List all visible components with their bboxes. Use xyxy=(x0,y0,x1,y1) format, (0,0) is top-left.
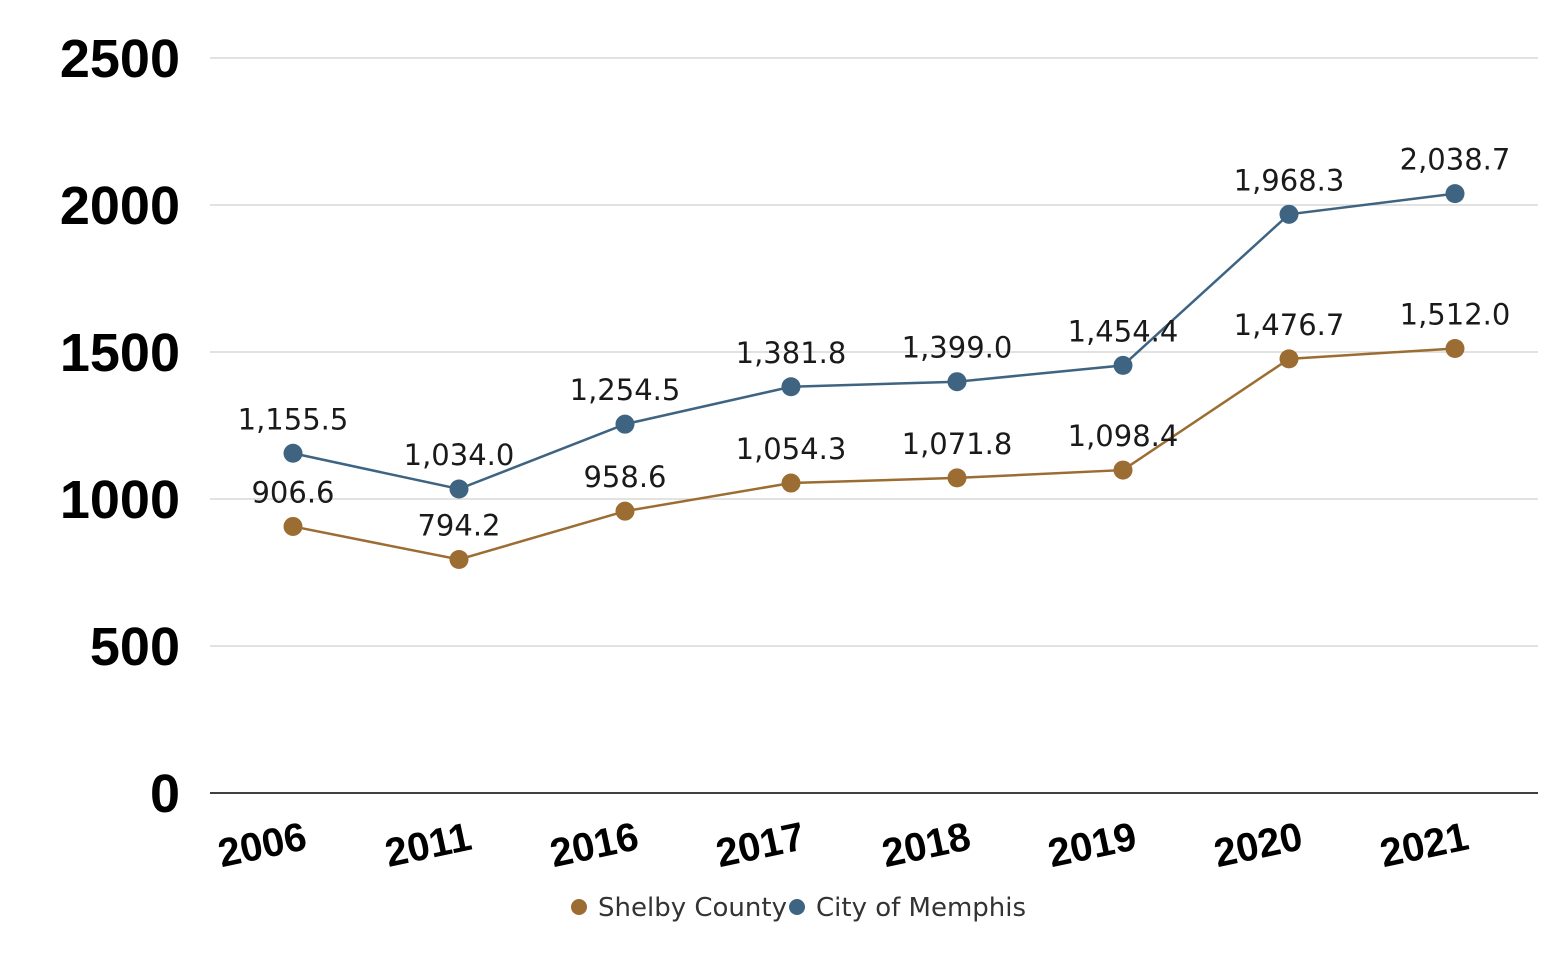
data-point xyxy=(781,377,801,397)
data-label: 1,512.0 xyxy=(1400,297,1511,331)
data-point xyxy=(615,414,635,434)
data-point xyxy=(449,479,469,499)
data-label: 906.6 xyxy=(251,475,334,509)
legend-marker xyxy=(571,899,587,915)
data-point xyxy=(947,468,967,488)
series-1: 1,155.5 1,034.0 1,254.5 1,381.8 1,399.0 1,454… xyxy=(238,143,1511,499)
series-line xyxy=(292,192,1456,491)
x-tick-label: 2020 xyxy=(1210,815,1306,877)
legend-label: Shelby County xyxy=(598,893,787,923)
data-label: 1,155.5 xyxy=(238,402,349,436)
x-tick-label: 2016 xyxy=(546,815,642,877)
data-point xyxy=(1279,204,1299,224)
legend: Shelby County City of Memphis xyxy=(571,893,1026,923)
data-label: 958.6 xyxy=(583,460,666,494)
data-label: 1,071.8 xyxy=(902,427,1013,461)
data-label: 1,098.4 xyxy=(1068,419,1179,453)
series-line xyxy=(292,347,1456,561)
data-label: 1,034.0 xyxy=(404,438,515,472)
data-point xyxy=(1445,338,1465,358)
legend-marker xyxy=(789,899,805,915)
data-point xyxy=(947,372,967,392)
y-tick-label: 1500 xyxy=(60,323,180,383)
data-label: 1,254.5 xyxy=(570,373,681,407)
data-point xyxy=(283,516,303,536)
legend-label: City of Memphis xyxy=(816,893,1026,923)
x-tick-label: 2011 xyxy=(381,815,475,876)
x-tick-label: 2019 xyxy=(1044,815,1140,877)
x-tick-label: 2018 xyxy=(878,815,974,877)
data-label: 1,454.4 xyxy=(1068,314,1179,348)
data-label: 2,038.7 xyxy=(1400,143,1511,177)
data-label: 1,381.8 xyxy=(736,336,847,370)
data-label: 1,399.0 xyxy=(902,331,1013,365)
data-point xyxy=(449,550,469,570)
series-group: 906.6 794.2 958.6 1,054.3 1,071.8 1,098.4 1,47… xyxy=(238,143,1511,570)
data-label: 1,968.3 xyxy=(1234,163,1345,197)
x-tick-label: 2021 xyxy=(1376,815,1472,877)
data-point xyxy=(1113,460,1133,480)
y-tick-label: 2500 xyxy=(60,29,180,89)
data-label: 1,476.7 xyxy=(1234,308,1345,342)
series-0: 906.6 794.2 958.6 1,054.3 1,071.8 1,098.4 1,47… xyxy=(251,297,1511,570)
data-point xyxy=(1113,355,1133,375)
y-tick-label: 1000 xyxy=(60,470,180,530)
gridlines xyxy=(210,57,1538,794)
data-point xyxy=(1445,184,1465,204)
data-point xyxy=(1279,349,1299,369)
x-axis: 2006 2011 2016 2017 2018 2019 2020 2021 xyxy=(214,815,1472,877)
data-point xyxy=(283,443,303,463)
y-axis: 0 500 1000 1500 2000 2500 xyxy=(60,29,180,824)
data-point xyxy=(615,501,635,521)
x-tick-label: 2006 xyxy=(214,815,310,877)
x-tick-label: 2017 xyxy=(712,815,808,877)
data-point xyxy=(781,473,801,493)
data-label: 794.2 xyxy=(417,509,500,543)
y-tick-label: 500 xyxy=(90,617,180,677)
data-label: 1,054.3 xyxy=(736,432,847,466)
y-tick-label: 2000 xyxy=(60,176,180,236)
y-tick-label: 0 xyxy=(150,764,180,824)
